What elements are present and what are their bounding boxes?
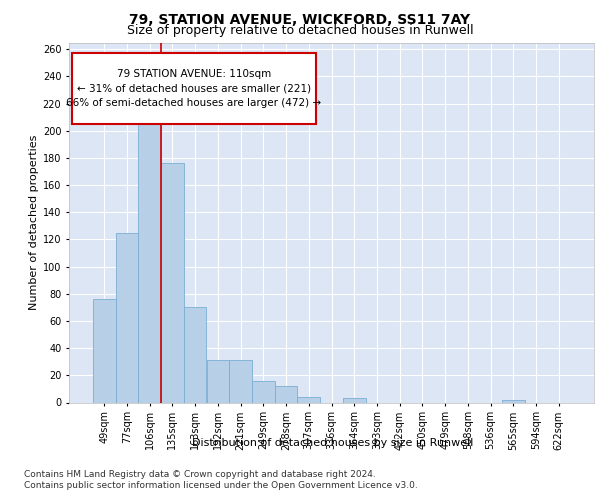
Bar bbox=[229, 360, 252, 403]
Text: Size of property relative to detached houses in Runwell: Size of property relative to detached ho… bbox=[127, 24, 473, 37]
Bar bbox=[298, 397, 320, 402]
Bar bbox=[139, 122, 161, 402]
Bar bbox=[116, 232, 139, 402]
FancyBboxPatch shape bbox=[71, 54, 316, 124]
Bar bbox=[502, 400, 524, 402]
Y-axis label: Number of detached properties: Number of detached properties bbox=[29, 135, 38, 310]
Bar bbox=[93, 300, 116, 403]
Bar bbox=[184, 308, 206, 402]
Bar bbox=[206, 360, 229, 403]
Text: 79, STATION AVENUE, WICKFORD, SS11 7AY: 79, STATION AVENUE, WICKFORD, SS11 7AY bbox=[130, 12, 470, 26]
Bar bbox=[252, 381, 275, 402]
Bar bbox=[275, 386, 298, 402]
Bar bbox=[343, 398, 365, 402]
Bar bbox=[161, 164, 184, 402]
Text: Contains public sector information licensed under the Open Government Licence v3: Contains public sector information licen… bbox=[24, 481, 418, 490]
Text: Contains HM Land Registry data © Crown copyright and database right 2024.: Contains HM Land Registry data © Crown c… bbox=[24, 470, 376, 479]
Text: Distribution of detached houses by size in Runwell: Distribution of detached houses by size … bbox=[193, 438, 473, 448]
Text: 79 STATION AVENUE: 110sqm
← 31% of detached houses are smaller (221)
66% of semi: 79 STATION AVENUE: 110sqm ← 31% of detac… bbox=[66, 68, 321, 108]
